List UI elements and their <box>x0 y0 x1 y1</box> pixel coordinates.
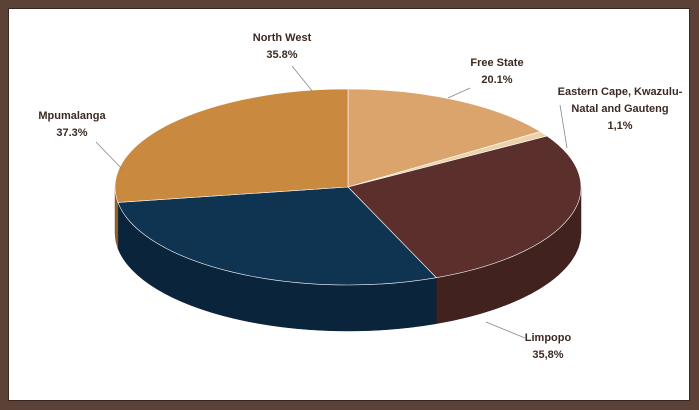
value-label: 35,8% <box>532 349 564 361</box>
value-label: 35.8% <box>266 49 298 61</box>
leader-line <box>95 141 124 171</box>
value-label: 20.1% <box>481 74 513 86</box>
leader-line <box>447 87 471 99</box>
pie-slice <box>347 135 582 279</box>
pie-slice <box>347 88 542 188</box>
pie-slice <box>114 88 349 203</box>
leader-line <box>485 321 526 339</box>
category-name: Free State <box>470 57 524 69</box>
data-label: Eastern Cape, Kwazulu-Natal and Gauteng 1… <box>550 84 690 135</box>
leader-line <box>291 65 314 93</box>
value-label: 37.3% <box>56 127 88 139</box>
data-label: Limpopo 35,8% <box>508 330 588 364</box>
category-name: Mpumalanga <box>38 110 106 122</box>
category-name: North West <box>252 32 312 44</box>
leader-line <box>559 104 568 149</box>
category-name: Limpopo <box>524 332 572 344</box>
data-label: North West 35.8% <box>232 30 332 64</box>
data-label: Free State 20.1% <box>452 55 542 89</box>
pie-slice <box>117 186 437 286</box>
category-name: Eastern Cape, Kwazulu-Natal and Gauteng <box>557 86 683 115</box>
value-label: 1,1% <box>607 120 633 132</box>
data-label: Mpumalanga 37.3% <box>22 108 122 142</box>
